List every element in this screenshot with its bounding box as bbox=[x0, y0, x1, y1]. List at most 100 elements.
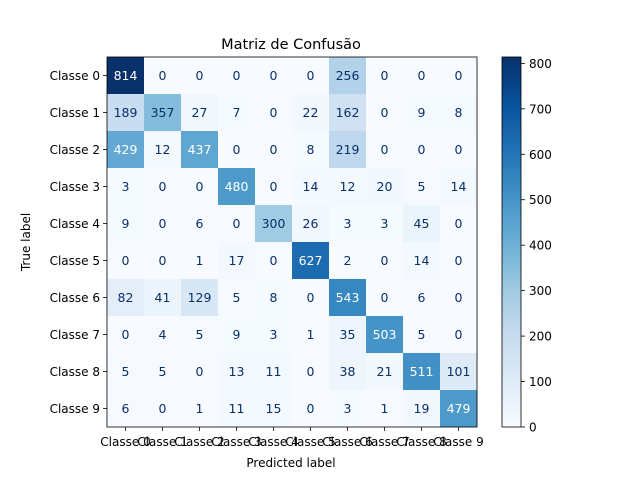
cell-value-label: 8 bbox=[270, 290, 278, 305]
heatmap-cell bbox=[292, 390, 330, 428]
heatmap-cell bbox=[218, 205, 256, 243]
heatmap-cell bbox=[292, 94, 330, 132]
cell-value-label: 511 bbox=[410, 364, 434, 379]
colorbar-tick-label: 600 bbox=[529, 148, 552, 162]
heatmap-cell bbox=[181, 279, 219, 317]
y-tick-label: Classe 9 bbox=[50, 402, 100, 416]
cell-value-label: 0 bbox=[381, 290, 389, 305]
heatmap-cell bbox=[107, 131, 145, 169]
cell-value-label: 0 bbox=[381, 142, 389, 157]
heatmap-cell bbox=[440, 94, 478, 132]
heatmap-cell bbox=[144, 94, 182, 132]
heatmap-cell bbox=[255, 168, 293, 206]
heatmap-cell bbox=[403, 131, 441, 169]
cell-value-label: 0 bbox=[307, 364, 315, 379]
cell-value-label: 22 bbox=[303, 105, 319, 120]
heatmap-cell bbox=[329, 57, 367, 95]
chart-title: Matriz de Confusão bbox=[221, 37, 361, 53]
colorbar-tick-label: 300 bbox=[529, 284, 552, 298]
cell-value-label: 0 bbox=[233, 142, 241, 157]
y-tick-label: Classe 0 bbox=[50, 69, 100, 83]
cell-value-label: 1 bbox=[196, 253, 204, 268]
heatmap-cell bbox=[144, 353, 182, 391]
cell-value-label: 0 bbox=[455, 68, 463, 83]
cell-value-label: 0 bbox=[159, 401, 167, 416]
heatmap-cell bbox=[292, 316, 330, 354]
heatmap-cell bbox=[144, 57, 182, 95]
colorbar-tick-label: 200 bbox=[529, 330, 552, 344]
cell-value-label: 82 bbox=[118, 290, 134, 305]
y-axis-ticks: Classe 0 Classe 1 Classe 2 Classe 3 Classe 4… bbox=[50, 69, 107, 416]
cell-value-label: 38 bbox=[340, 364, 356, 379]
y-axis-label: True label bbox=[19, 213, 33, 272]
heatmap-cell bbox=[107, 242, 145, 280]
cell-value-label: 437 bbox=[188, 142, 212, 157]
heatmap-cell bbox=[255, 94, 293, 132]
cell-value-label: 3 bbox=[270, 327, 278, 342]
cell-value-label: 479 bbox=[447, 401, 471, 416]
cell-value-label: 0 bbox=[270, 105, 278, 120]
heatmap-cell bbox=[329, 205, 367, 243]
heatmap-cell bbox=[181, 168, 219, 206]
heatmap-cell bbox=[440, 168, 478, 206]
cell-value-label: 0 bbox=[233, 68, 241, 83]
cell-value-label: 0 bbox=[196, 68, 204, 83]
heatmap-cell bbox=[218, 168, 256, 206]
cell-value-label: 0 bbox=[455, 327, 463, 342]
cell-value-label: 5 bbox=[122, 364, 130, 379]
heatmap-cell bbox=[366, 279, 404, 317]
cell-value-label: 0 bbox=[270, 253, 278, 268]
heatmap-cell bbox=[366, 57, 404, 95]
heatmap-cell bbox=[218, 57, 256, 95]
heatmap-cell bbox=[107, 168, 145, 206]
heatmap-cell bbox=[218, 131, 256, 169]
heatmap-cell bbox=[255, 205, 293, 243]
cell-value-label: 101 bbox=[447, 364, 471, 379]
cell-value-label: 3 bbox=[344, 401, 352, 416]
cell-value-label: 2 bbox=[344, 253, 352, 268]
heatmap-cell bbox=[255, 242, 293, 280]
cell-value-label: 6 bbox=[196, 216, 204, 231]
cell-value-label: 1 bbox=[381, 401, 389, 416]
x-tick-label: Classe 8 bbox=[396, 435, 446, 449]
heatmap-cell bbox=[144, 205, 182, 243]
cell-value-label: 4 bbox=[159, 327, 167, 342]
cell-value-label: 0 bbox=[159, 68, 167, 83]
cell-value-label: 0 bbox=[418, 142, 426, 157]
cell-value-label: 19 bbox=[414, 401, 430, 416]
cell-value-label: 0 bbox=[307, 68, 315, 83]
cell-value-label: 41 bbox=[155, 290, 171, 305]
cell-value-label: 0 bbox=[122, 327, 130, 342]
cell-value-label: 0 bbox=[455, 290, 463, 305]
cell-value-label: 5 bbox=[233, 290, 241, 305]
heatmap-cell bbox=[403, 316, 441, 354]
colorbar-tick-label: 700 bbox=[529, 102, 552, 116]
cell-value-label: 814 bbox=[114, 68, 138, 83]
heatmap-cell bbox=[107, 205, 145, 243]
x-tick-label: Classe 3 bbox=[211, 435, 261, 449]
heatmap-cell bbox=[292, 279, 330, 317]
heatmap-cell bbox=[329, 94, 367, 132]
cell-value-label: 162 bbox=[336, 105, 360, 120]
colorbar-tick-label: 400 bbox=[529, 239, 552, 253]
y-tick-label: Classe 7 bbox=[50, 328, 100, 342]
heatmap-cell bbox=[329, 131, 367, 169]
cell-value-label: 300 bbox=[262, 216, 286, 231]
heatmap-cell bbox=[366, 168, 404, 206]
heatmap-cell bbox=[403, 94, 441, 132]
cell-value-label: 0 bbox=[455, 216, 463, 231]
cell-value-label: 480 bbox=[225, 179, 249, 194]
y-tick-label: Classe 1 bbox=[50, 106, 100, 120]
heatmap-cell bbox=[181, 57, 219, 95]
heatmap-cell bbox=[255, 57, 293, 95]
cell-value-label: 0 bbox=[122, 253, 130, 268]
heatmap-cell bbox=[218, 279, 256, 317]
cell-value-label: 256 bbox=[336, 68, 360, 83]
heatmap-cell bbox=[329, 242, 367, 280]
heatmap-cell bbox=[107, 57, 145, 95]
heatmap-cell bbox=[403, 279, 441, 317]
cell-value-label: 3 bbox=[122, 179, 130, 194]
heatmap-cell bbox=[107, 390, 145, 428]
heatmap-cell bbox=[144, 242, 182, 280]
